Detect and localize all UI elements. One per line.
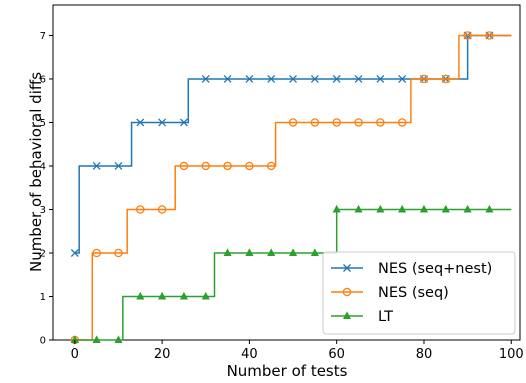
data-point xyxy=(397,118,407,127)
data-point xyxy=(267,75,276,83)
data-point xyxy=(398,75,407,83)
series-3 xyxy=(70,204,512,344)
legend: NES (seq+nest) NES (seq) LT xyxy=(322,251,516,335)
data-point xyxy=(92,162,101,170)
data-point xyxy=(114,162,123,170)
y-tick-label: 6 xyxy=(40,74,46,85)
legend-entry: NES (seq+nest) xyxy=(331,261,492,277)
y-tick-label: 3 xyxy=(40,205,46,216)
data-point xyxy=(419,204,429,213)
x-axis-ticks: 0 20 40 60 80 100 xyxy=(71,340,524,362)
data-point xyxy=(288,248,298,256)
y-tick-label: 5 xyxy=(40,118,46,129)
legend-marker xyxy=(342,287,352,297)
data-point xyxy=(201,75,210,83)
data-point xyxy=(376,118,385,127)
x-tick-label: 0 xyxy=(71,347,79,362)
data-point xyxy=(136,291,145,300)
x-axis-title: Number of tests xyxy=(227,362,348,380)
data-point xyxy=(92,248,101,258)
legend-marker xyxy=(343,264,351,272)
data-point xyxy=(245,248,254,256)
data-point xyxy=(223,161,232,171)
data-point xyxy=(136,205,145,214)
series-layer xyxy=(70,31,512,345)
data-point xyxy=(158,291,167,300)
legend-items: NES (seq+nest) NES (seq) LT xyxy=(331,261,492,325)
legend-label: NES (seq+nest) xyxy=(378,261,492,277)
x-tick-label: 20 xyxy=(154,347,171,362)
data-point xyxy=(157,205,167,214)
series-line xyxy=(74,34,512,254)
data-point xyxy=(376,204,385,213)
data-point xyxy=(201,161,211,171)
y-axis-ticks: 0 1 2 3 4 5 6 7 xyxy=(40,31,53,347)
data-point xyxy=(354,75,363,83)
data-point xyxy=(332,118,341,127)
x-tick-label: 80 xyxy=(416,347,433,362)
y-tick-label: 0 xyxy=(40,336,46,347)
data-point xyxy=(332,75,341,83)
y-axis-title: Number of behavioral diffs xyxy=(27,72,45,272)
data-point xyxy=(419,74,429,84)
y-tick-label: 4 xyxy=(40,161,46,172)
data-point xyxy=(485,204,494,213)
x-tick-label: 60 xyxy=(328,347,345,362)
data-point xyxy=(114,248,123,258)
data-point xyxy=(310,75,319,83)
data-point xyxy=(179,118,188,127)
data-point xyxy=(288,118,298,127)
data-point xyxy=(136,118,145,127)
data-point xyxy=(245,161,254,171)
data-point xyxy=(485,31,494,40)
data-point xyxy=(441,74,451,84)
legend-label: LT xyxy=(378,309,393,325)
data-point xyxy=(441,204,450,213)
x-tick-label: 40 xyxy=(241,347,258,362)
data-point xyxy=(354,118,363,127)
y-tick-label: 7 xyxy=(40,31,46,42)
data-point xyxy=(289,75,298,83)
data-point xyxy=(245,75,254,83)
series-line xyxy=(74,208,512,341)
data-point xyxy=(92,335,101,344)
legend-entry: LT xyxy=(331,309,393,325)
x-tick-label: 100 xyxy=(499,347,524,362)
data-point xyxy=(463,204,472,213)
data-point xyxy=(114,335,123,344)
data-point xyxy=(223,75,232,83)
y-tick-label: 1 xyxy=(40,292,46,303)
data-point xyxy=(267,248,276,256)
data-point xyxy=(398,204,407,213)
data-point xyxy=(463,31,472,40)
data-point xyxy=(70,249,79,257)
legend-label: NES (seq) xyxy=(378,285,449,301)
data-point xyxy=(332,204,341,213)
y-tick-label: 2 xyxy=(40,248,46,259)
data-point xyxy=(201,291,210,300)
data-point xyxy=(179,161,189,171)
data-point xyxy=(266,161,276,171)
data-point xyxy=(310,248,319,256)
data-point xyxy=(354,204,363,213)
series-line xyxy=(74,34,512,341)
data-point xyxy=(310,118,320,127)
legend-marker xyxy=(342,311,352,320)
data-point xyxy=(179,291,189,300)
data-point xyxy=(376,75,385,83)
legend-entry: NES (seq) xyxy=(331,285,449,301)
legend-box xyxy=(322,251,516,335)
data-point xyxy=(158,118,167,127)
data-point xyxy=(223,248,232,256)
